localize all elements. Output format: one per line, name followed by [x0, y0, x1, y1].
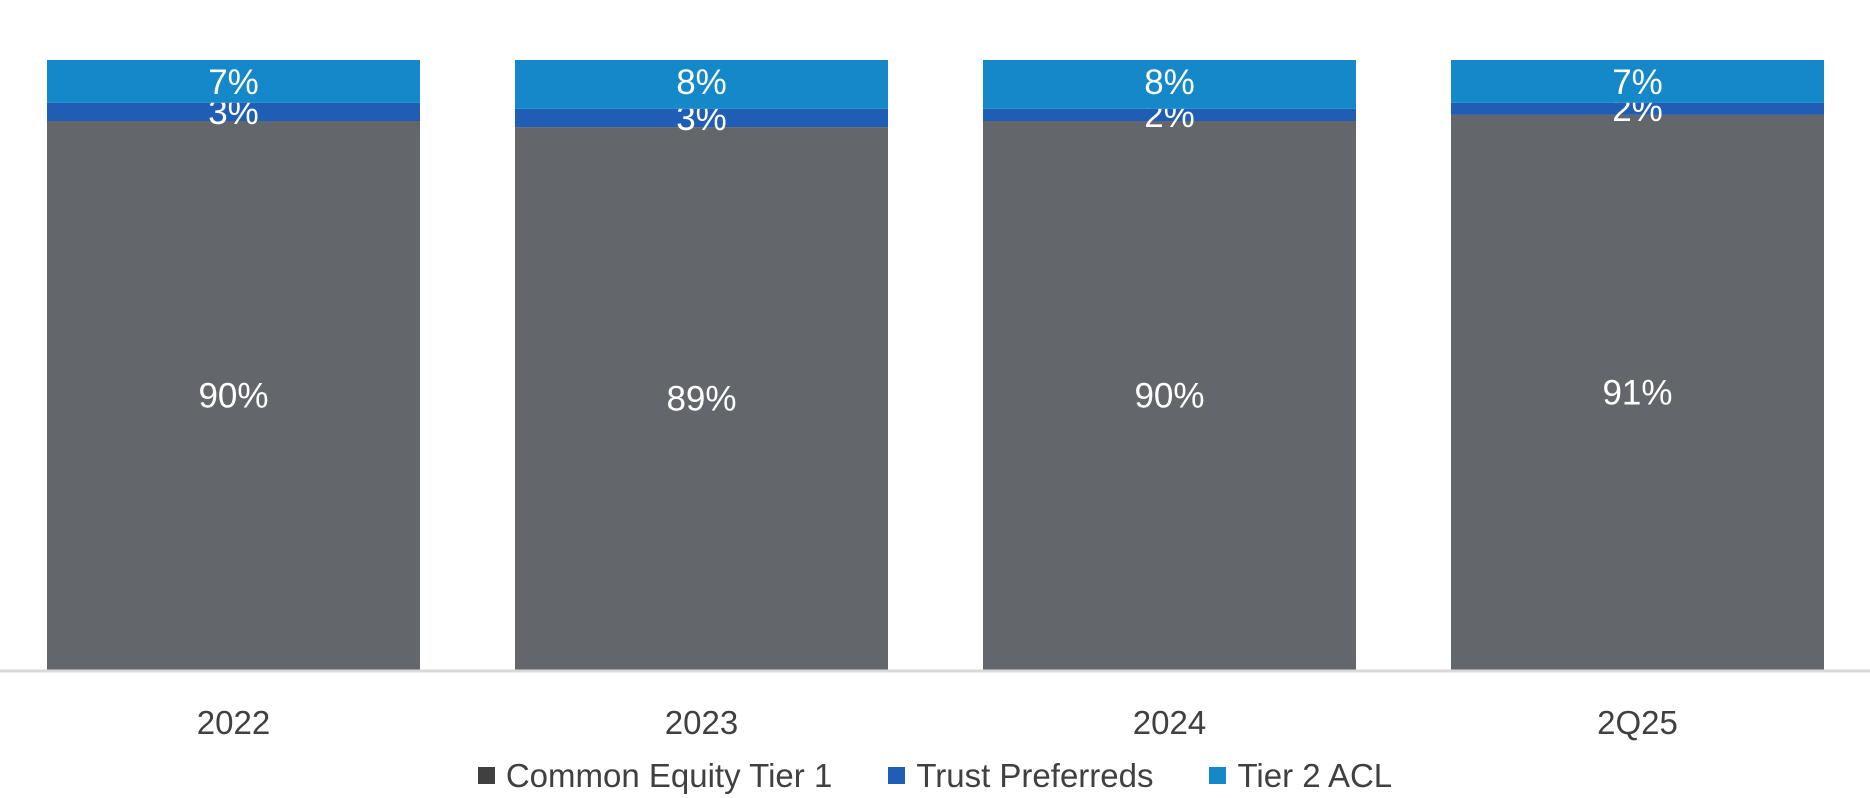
- bar-segment-tier-2-acl-2024: [983, 60, 1356, 109]
- legend-label: Tier 2 ACL: [1237, 756, 1393, 794]
- data-label-common-equity-tier-1-2q25: 91%: [1602, 373, 1672, 412]
- bar-segment-common-equity-tier-1-2023: [515, 127, 888, 671]
- legend-swatch: [477, 767, 495, 784]
- data-label-tier-2-acl-2022: 7%: [208, 63, 259, 102]
- legend-item-common-equity-tier-1: Common Equity Tier 1: [477, 756, 833, 795]
- legend: Common Equity Tier 1 Trust Preferreds Tier…: [0, 753, 1870, 798]
- legend-swatch: [888, 767, 906, 784]
- x-tick-label-2q25: 2Q25: [1597, 704, 1678, 741]
- legend-item-tier-2-acl: Tier 2 ACL: [1209, 757, 1392, 795]
- x-tick-label-2023: 2023: [665, 704, 738, 741]
- bar-segment-trust-preferreds-2023: [515, 108, 888, 128]
- bar-segment-common-equity-tier-1-2024: [983, 121, 1356, 670]
- legend-item-trust-preferreds: Trust Preferreds: [888, 757, 1153, 795]
- bar-segment-common-equity-tier-1-2022: [47, 121, 420, 670]
- data-label-tier-2-acl-2q25: 7%: [1612, 63, 1663, 102]
- bar-segment-trust-preferreds-2024: [983, 108, 1356, 121]
- bars-group: 90%3%7%89%3%8%90%2%8%91%2%7%: [47, 60, 1824, 671]
- bar-segment-tier-2-acl-2022: [47, 60, 420, 103]
- data-label-common-equity-tier-1-2022: 90%: [198, 377, 268, 416]
- bar-segment-trust-preferreds-2022: [47, 102, 420, 121]
- bar-segment-tier-2-acl-2023: [515, 60, 888, 109]
- legend-label: Common Equity Tier 1: [505, 756, 833, 794]
- x-tick-label-2024: 2024: [1133, 704, 1206, 741]
- data-label-tier-2-acl-2024: 8%: [1144, 63, 1195, 102]
- legend-swatch: [1209, 767, 1227, 784]
- bar-segment-common-equity-tier-1-2q25: [1451, 114, 1824, 670]
- legend-label: Trust Preferreds: [916, 756, 1154, 794]
- x-tick-label-2022: 2022: [197, 704, 270, 741]
- data-label-common-equity-tier-1-2024: 90%: [1134, 377, 1204, 416]
- bar-segment-trust-preferreds-2q25: [1451, 102, 1824, 115]
- data-label-tier-2-acl-2023: 8%: [676, 63, 727, 102]
- bar-segment-tier-2-acl-2q25: [1451, 60, 1824, 103]
- stacked-bar-chart: 90%3%7%89%3%8%90%2%8%91%2%7% 2022 2023 202…: [0, 60, 1870, 741]
- data-label-common-equity-tier-1-2023: 89%: [666, 380, 736, 419]
- x-tick-labels: 2022 2023 2024 2Q25: [197, 704, 1678, 741]
